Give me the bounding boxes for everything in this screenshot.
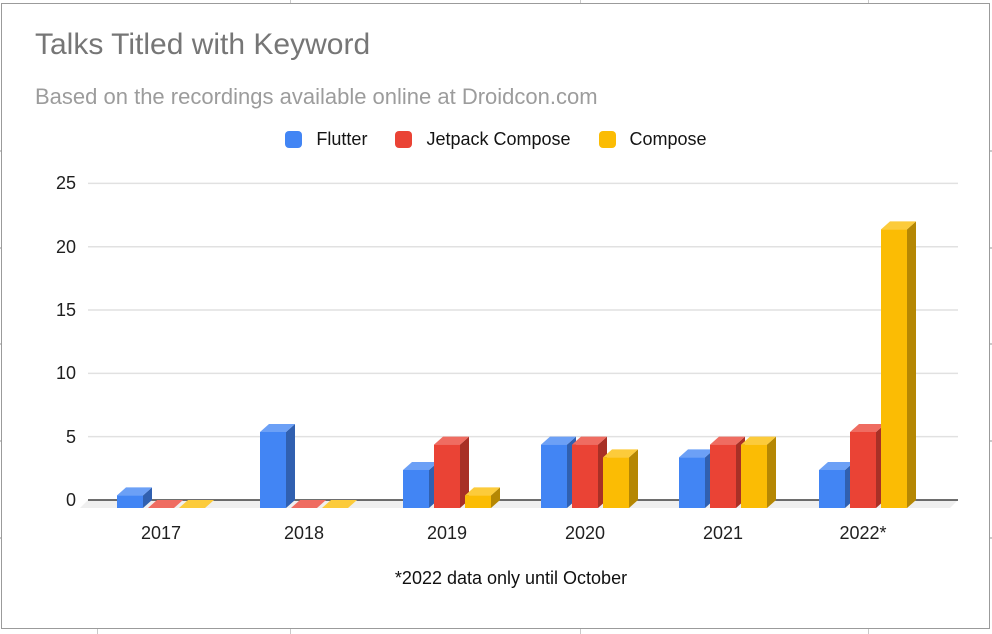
bar-face	[465, 495, 491, 508]
grid-stub	[290, 629, 291, 634]
legend-item-flutter[interactable]: Flutter	[285, 129, 367, 150]
bar-compose-2017[interactable]	[179, 500, 214, 508]
bar-jetpack-compose-2018[interactable]	[291, 500, 326, 508]
grid-stub	[990, 150, 992, 152]
bar-flutter-2021[interactable]	[679, 449, 714, 508]
bar-face	[541, 436, 576, 445]
bar-face	[907, 221, 916, 508]
bar-face	[741, 436, 776, 445]
bar-face	[741, 444, 767, 508]
bar-face	[491, 487, 500, 508]
y-tick-label-25: 25	[55, 173, 76, 194]
bar-jetpack-compose-2021[interactable]	[710, 436, 745, 508]
bar-face	[260, 432, 286, 508]
bar-face	[603, 457, 629, 508]
bar-flutter-2019[interactable]	[403, 462, 438, 508]
bar-flutter-2018[interactable]	[260, 424, 295, 508]
bar-face	[572, 444, 598, 508]
x-tick-label-2021: 2021	[702, 523, 744, 543]
bar-face	[434, 444, 460, 508]
bar-jetpack-compose-2022-[interactable]	[850, 424, 885, 508]
bar-face	[403, 462, 438, 471]
x-tick-label-2018: 2018	[283, 523, 325, 543]
bar-compose-2022-[interactable]	[881, 221, 916, 508]
bar-face	[679, 457, 705, 508]
chart-frame	[1, 3, 990, 629]
bar-face	[629, 449, 638, 508]
grid-stub	[990, 343, 992, 345]
bar-face	[541, 444, 567, 508]
bar-compose-2019[interactable]	[465, 487, 500, 508]
grid-stub	[580, 629, 581, 634]
bar-compose-2018[interactable]	[322, 500, 357, 508]
chart-subtitle: Based on the recordings available online…	[35, 84, 598, 109]
y-tick-label-15: 15	[55, 300, 76, 321]
legend-swatch-icon	[395, 130, 413, 148]
grid-stub	[868, 0, 869, 3]
y-tick-label-5: 5	[65, 426, 76, 447]
bar-face	[881, 229, 907, 508]
bar-flutter-2017[interactable]	[117, 487, 152, 508]
bar-face	[881, 221, 916, 230]
bar-face	[143, 487, 152, 508]
legend-label: Compose	[629, 128, 707, 149]
legend-swatch-icon	[285, 130, 303, 148]
bar-face	[403, 470, 429, 508]
bar-face	[767, 436, 776, 508]
bar-face	[819, 470, 845, 508]
bar-face	[148, 500, 183, 508]
chart-footnote: *2022 data only until October	[394, 568, 628, 588]
legend-label: Flutter	[316, 128, 368, 149]
bar-face	[850, 424, 885, 433]
bar-face	[460, 436, 469, 508]
bar-flutter-2020[interactable]	[541, 436, 576, 508]
bar-jetpack-compose-2017[interactable]	[148, 500, 183, 508]
bar-face	[850, 432, 876, 508]
bar-face	[117, 495, 143, 508]
y-tick-label-20: 20	[55, 236, 76, 257]
x-tick-label-2022-: 2022*	[839, 523, 887, 543]
grid-stub	[990, 537, 992, 539]
bar-face	[465, 487, 500, 496]
x-tick-label-2017: 2017	[140, 523, 182, 543]
bar-compose-2021[interactable]	[741, 436, 776, 508]
grid-stub	[580, 0, 581, 3]
bar-face	[434, 436, 469, 445]
bar-compose-2020[interactable]	[603, 449, 638, 508]
y-tick-label-0: 0	[65, 490, 76, 510]
bar-face	[260, 424, 295, 433]
legend-label: Jetpack Compose	[426, 128, 571, 149]
y-tick-label-10: 10	[55, 363, 76, 384]
bar-face	[291, 500, 326, 508]
grid-stub	[97, 629, 98, 634]
bar-face	[286, 424, 295, 508]
bar-flutter-2022-[interactable]	[819, 462, 854, 508]
bar-face	[117, 487, 152, 496]
bar-face	[710, 436, 745, 445]
grid-stub	[990, 440, 992, 442]
x-tick-label-2019: 2019	[426, 523, 468, 543]
grid-stub	[868, 629, 869, 634]
bar-face	[572, 436, 607, 445]
bar-jetpack-compose-2019[interactable]	[434, 436, 469, 508]
bar-face	[603, 449, 638, 458]
bar-face	[179, 500, 214, 508]
grid-stub	[990, 247, 992, 249]
bar-face	[710, 444, 736, 508]
legend: Flutter Jetpack Compose Compose	[0, 128, 992, 150]
legend-item-jetpack-compose[interactable]: Jetpack Compose	[395, 128, 571, 150]
legend-swatch-icon	[598, 130, 616, 148]
bar-face	[322, 500, 357, 508]
legend-item-compose[interactable]: Compose	[598, 128, 707, 150]
chart-title: Talks Titled with Keyword	[35, 28, 371, 61]
bar-face	[819, 462, 854, 471]
grid-stub	[290, 0, 291, 3]
bar-jetpack-compose-2020[interactable]	[572, 436, 607, 508]
x-tick-label-2020: 2020	[564, 523, 606, 543]
bar-face	[679, 449, 714, 458]
